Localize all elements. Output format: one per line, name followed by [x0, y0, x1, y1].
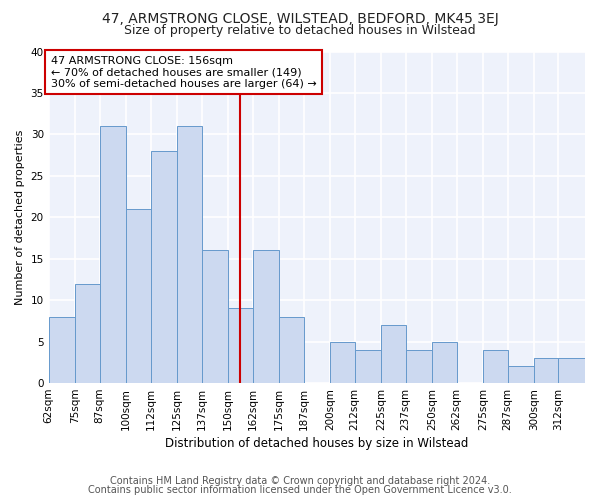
Y-axis label: Number of detached properties: Number of detached properties: [15, 130, 25, 305]
Bar: [330, 342, 355, 383]
X-axis label: Distribution of detached houses by size in Wilstead: Distribution of detached houses by size …: [165, 437, 469, 450]
Bar: [228, 308, 253, 383]
Text: Contains public sector information licensed under the Open Government Licence v3: Contains public sector information licen…: [88, 485, 512, 495]
Bar: [406, 350, 432, 383]
Bar: [508, 366, 534, 383]
Bar: [75, 284, 100, 383]
Bar: [355, 350, 381, 383]
Bar: [432, 342, 457, 383]
Bar: [126, 209, 151, 383]
Bar: [151, 151, 177, 383]
Bar: [202, 250, 228, 383]
Text: Contains HM Land Registry data © Crown copyright and database right 2024.: Contains HM Land Registry data © Crown c…: [110, 476, 490, 486]
Bar: [381, 325, 406, 383]
Bar: [559, 358, 585, 383]
Bar: [49, 317, 75, 383]
Bar: [177, 126, 202, 383]
Bar: [279, 317, 304, 383]
Text: 47 ARMSTRONG CLOSE: 156sqm
← 70% of detached houses are smaller (149)
30% of sem: 47 ARMSTRONG CLOSE: 156sqm ← 70% of deta…: [51, 56, 316, 89]
Text: Size of property relative to detached houses in Wilstead: Size of property relative to detached ho…: [124, 24, 476, 37]
Bar: [534, 358, 559, 383]
Text: 47, ARMSTRONG CLOSE, WILSTEAD, BEDFORD, MK45 3EJ: 47, ARMSTRONG CLOSE, WILSTEAD, BEDFORD, …: [101, 12, 499, 26]
Bar: [100, 126, 126, 383]
Bar: [253, 250, 279, 383]
Bar: [483, 350, 508, 383]
